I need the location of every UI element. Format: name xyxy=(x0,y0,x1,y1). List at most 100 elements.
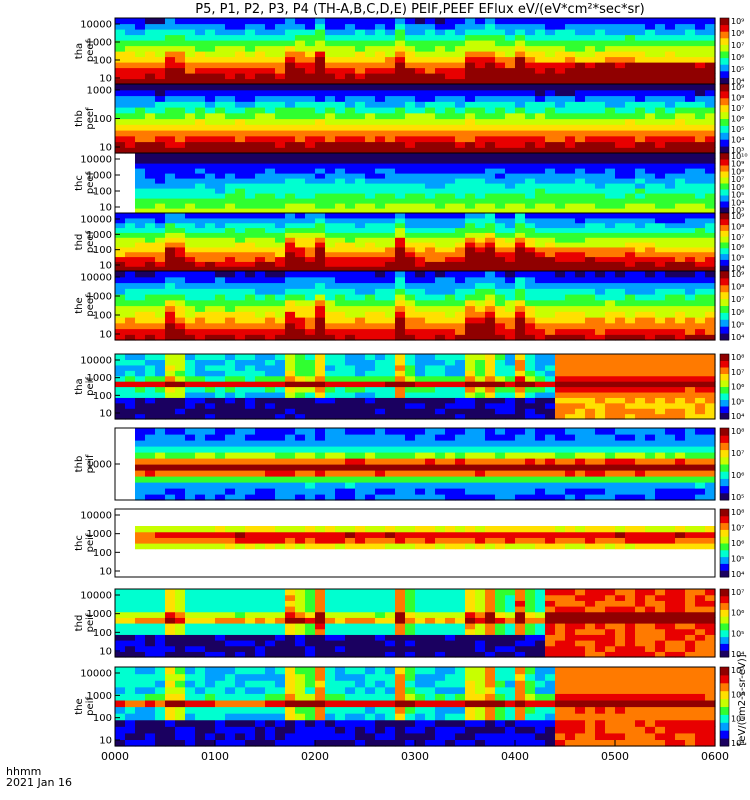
spectrogram-cell xyxy=(505,141,516,148)
spectrogram-cell xyxy=(425,386,436,393)
spectrogram-cell xyxy=(445,446,456,453)
spectrogram-cell xyxy=(505,266,516,272)
spectrogram-cell xyxy=(395,354,406,361)
spectrogram-cell xyxy=(355,101,366,108)
spectrogram-cell xyxy=(125,135,136,143)
spectrogram-cell xyxy=(655,370,666,377)
spectrogram-cell xyxy=(185,62,196,69)
spectrogram-cell xyxy=(405,402,416,409)
spectrogram-cell xyxy=(355,73,366,80)
spectrogram-cell xyxy=(445,227,456,233)
spectrogram-cell xyxy=(395,256,406,262)
spectrogram-cell xyxy=(305,118,316,125)
spectrogram-cell xyxy=(185,288,196,295)
spectrogram-cell xyxy=(325,29,336,36)
spectrogram-cell xyxy=(455,232,466,238)
spectrogram-cell xyxy=(345,73,356,80)
spectrogram-cell xyxy=(525,193,536,199)
spectrogram-cell xyxy=(115,222,126,229)
spectrogram-cell xyxy=(485,470,496,477)
spectrogram-cell xyxy=(525,23,536,30)
spectrogram-cell xyxy=(205,141,216,148)
spectrogram-cell xyxy=(705,84,716,91)
spectrogram-cell xyxy=(145,271,156,278)
spectrogram-cell xyxy=(485,242,496,248)
spectrogram-cell xyxy=(515,227,526,233)
spectrogram-cell xyxy=(135,45,146,52)
spectrogram-cell xyxy=(585,402,596,409)
spectrogram-cell xyxy=(575,328,586,335)
spectrogram-cell xyxy=(165,446,176,453)
spectrogram-cell xyxy=(665,203,676,209)
spectrogram-cell xyxy=(705,124,716,131)
spectrogram-cell xyxy=(505,317,516,324)
spectrogram-cell xyxy=(235,408,246,415)
spectrogram-cell xyxy=(455,89,466,97)
spectrogram-cell xyxy=(295,67,306,74)
spectrogram-cell xyxy=(685,375,696,382)
spectrogram-cell xyxy=(475,34,486,41)
spectrogram-cell xyxy=(565,183,576,189)
spectrogram-cell xyxy=(445,242,456,248)
spectrogram-cell xyxy=(675,305,686,312)
spectrogram-cell xyxy=(365,130,376,137)
colorbar-tick-label: 10³ xyxy=(731,206,744,215)
spectrogram-cell xyxy=(235,118,246,125)
spectrogram-cell xyxy=(415,494,426,501)
spectrogram-cell xyxy=(175,299,186,307)
spectrogram-cell xyxy=(455,147,466,154)
spectrogram-cell xyxy=(325,464,336,471)
spectrogram-cell xyxy=(185,163,196,169)
spectrogram-cell xyxy=(445,288,456,295)
spectrogram-cell xyxy=(405,217,416,224)
spectrogram-cell xyxy=(505,299,516,307)
y-tick-label: 10000 xyxy=(80,273,112,284)
spectrogram-cell xyxy=(675,386,686,393)
spectrogram-cell xyxy=(445,213,456,219)
spectrogram-cell xyxy=(605,107,616,114)
spectrogram-cell xyxy=(305,256,316,262)
spectrogram-cell xyxy=(205,294,216,301)
spectrogram-cell xyxy=(625,89,636,97)
spectrogram-cell xyxy=(685,173,696,179)
spectrogram-cell xyxy=(345,256,356,262)
spectrogram-cell xyxy=(375,62,386,69)
spectrogram-cell xyxy=(325,89,336,97)
spectrogram-cell xyxy=(235,305,246,312)
spectrogram-cell xyxy=(165,183,176,189)
spectrogram-cell xyxy=(225,391,236,398)
spectrogram-cell xyxy=(175,18,186,25)
spectrogram-cell xyxy=(585,89,596,97)
spectrogram-cell xyxy=(695,141,706,148)
spectrogram-cell xyxy=(455,163,466,169)
spectrogram-cell xyxy=(275,56,286,63)
spectrogram-cell xyxy=(245,124,256,131)
spectrogram-cell xyxy=(665,95,676,102)
spectrogram-cell xyxy=(155,217,166,224)
spectrogram-cell xyxy=(545,354,556,361)
spectrogram-cell xyxy=(605,294,616,301)
spectrogram-cell xyxy=(385,153,396,159)
spectrogram-cell xyxy=(475,446,486,453)
spectrogram-cell xyxy=(705,251,716,258)
colorbar-segment xyxy=(720,165,729,172)
spectrogram-cell xyxy=(365,317,376,324)
colorbar-segment xyxy=(720,139,729,147)
spectrogram-cell xyxy=(205,386,216,393)
spectrogram-cell xyxy=(235,494,246,501)
spectrogram-cell xyxy=(205,440,216,447)
spectrogram-cell xyxy=(695,402,706,409)
spectrogram-cell xyxy=(565,251,576,258)
spectrogram-cell xyxy=(135,375,146,382)
spectrogram-cell xyxy=(295,359,306,366)
spectrogram-cell xyxy=(555,84,566,91)
spectrogram-cell xyxy=(435,446,446,453)
spectrogram-cell xyxy=(555,440,566,447)
spectrogram-cell xyxy=(235,428,246,435)
spectrogram-cell xyxy=(695,153,706,159)
spectrogram-cell xyxy=(175,242,186,248)
spectrogram-cell xyxy=(385,141,396,148)
spectrogram-cell xyxy=(355,135,366,143)
spectrogram-cell xyxy=(505,56,516,63)
spectrogram-cell xyxy=(235,124,246,131)
